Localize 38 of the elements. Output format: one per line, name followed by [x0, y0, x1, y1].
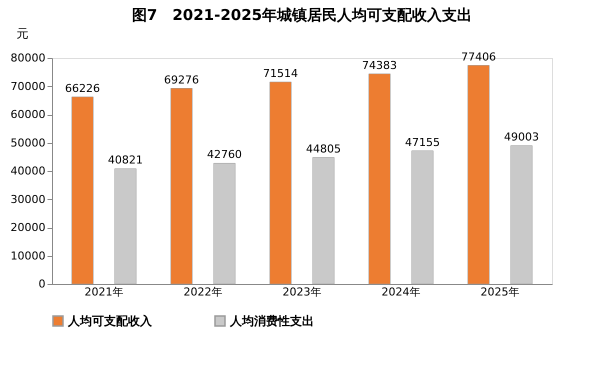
y-tick-label: 80000 — [10, 52, 46, 64]
x-tick-label: 2021年 — [84, 286, 124, 298]
data-label: 66226 — [65, 82, 100, 95]
data-label: 71514 — [263, 66, 298, 80]
x-tick-label: 2025年 — [480, 286, 520, 298]
legend-label: 人均可支配收入 — [67, 314, 153, 328]
data-label: 49003 — [504, 130, 539, 144]
y-tick-label: 10000 — [10, 249, 46, 262]
y-tick-label: 20000 — [10, 221, 46, 234]
data-label: 42760 — [206, 148, 242, 162]
bar — [114, 168, 136, 284]
x-tick-label: 2024年 — [382, 286, 421, 298]
bar — [270, 82, 292, 284]
data-label: 44805 — [306, 142, 341, 156]
y-tick-label: 70000 — [10, 80, 46, 93]
x-tick-label: 2023年 — [282, 286, 322, 298]
y-axis-title: 元 — [16, 26, 28, 40]
y-tick-label: 60000 — [10, 108, 46, 121]
y-tick-label: 50000 — [10, 136, 46, 150]
x-tick-label: 2022年 — [183, 286, 222, 298]
data-label: 69276 — [164, 73, 200, 86]
data-label: 74383 — [362, 58, 398, 72]
data-label: 47155 — [404, 136, 440, 149]
chart-title: 图7 2021-2025年城镇居民人均可支配收入支出 — [132, 6, 472, 24]
y-tick-label: 30000 — [10, 192, 46, 206]
y-tick-label: 0 — [38, 278, 46, 290]
bar — [411, 150, 434, 284]
bar — [312, 157, 334, 284]
data-label: 40821 — [108, 154, 143, 167]
y-tick-label: 40000 — [10, 164, 46, 178]
data-label: 77406 — [461, 50, 496, 64]
bar — [170, 88, 193, 284]
bar — [213, 162, 236, 284]
bar — [510, 145, 532, 284]
bar — [468, 65, 490, 284]
bar — [72, 96, 94, 284]
bar — [368, 74, 391, 284]
legend-label: 人均消费性支出 — [229, 314, 314, 328]
